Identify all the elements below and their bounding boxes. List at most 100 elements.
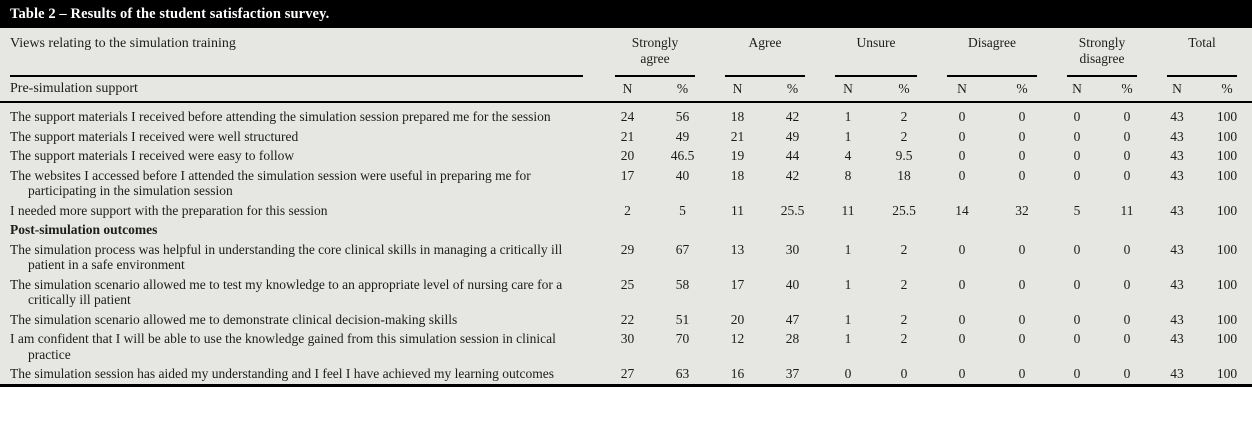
value-cell [932,220,992,240]
value-cell: 0 [1073,128,1081,144]
value-cell: 0 [958,109,966,124]
table-row: The simulation session has aided my unde… [0,364,1252,384]
value-cell: 43 [1170,148,1184,163]
col-header-n: N [820,77,877,103]
value-cell: 0 [1018,331,1026,346]
value-cell: 63 [675,366,690,381]
value-cell: 37 [785,366,800,381]
col-header-n: N [710,77,765,103]
value-cell: 11 [731,202,744,218]
value-cell [710,220,765,240]
value-cell [992,220,1052,240]
question-column-label: Views relating to the simulation trainin… [10,36,236,51]
value-cell: 43 [1170,128,1184,144]
value-cell: 2 [900,241,908,257]
value-cell: 11 [1120,202,1134,218]
question-cell: The support materials I received were we… [0,127,600,147]
value-cell: 21 [620,128,635,144]
value-cell: 0 [1018,241,1026,257]
group-header-strongly-agree: Strongly agree [600,28,710,77]
value-cell: 1 [844,109,852,124]
results-table-container: Table 2 – Results of the student satisfa… [0,0,1252,387]
value-cell: 12 [730,331,745,346]
value-cell: 49 [785,128,800,144]
value-cell: 43 [1170,276,1184,292]
value-cell: 58 [675,276,690,292]
value-cell: 0 [1123,331,1131,346]
value-cell [876,220,932,240]
col-header-pct: % [765,77,821,103]
value-cell: 100 [1216,109,1238,124]
value-cell: 0 [1123,148,1131,163]
value-cell: 16 [730,366,745,381]
value-cell: 9.5 [895,148,913,163]
section-header-pre-simulation: Pre-simulation support [0,77,600,103]
value-cell [765,220,820,240]
value-cell: 2 [900,331,908,346]
value-cell: 5 [1073,202,1081,218]
value-cell: 1 [844,128,852,144]
value-cell: 20 [730,311,745,327]
value-cell: 30 [785,241,800,257]
value-cell: 0 [958,276,966,292]
col-header-pct: % [992,77,1053,103]
value-cell: 0 [1073,167,1081,183]
value-cell: 0 [1123,276,1131,292]
value-cell [1102,220,1152,240]
value-cell: 0 [958,366,966,381]
value-cell: 0 [1018,128,1026,144]
value-cell: 43 [1170,311,1184,327]
group-label: Strongly disagree [1078,35,1126,66]
group-underline [1067,75,1138,77]
value-cell: 42 [785,167,800,183]
group-header-total: Total [1152,28,1252,77]
group-header-strongly-disagree: Strongly disagree [1052,28,1152,77]
col-header-pct: % [1102,77,1153,103]
col-header-n: N [1152,77,1203,103]
section-row: Post-simulation outcomes [0,220,1252,240]
value-cell: 2 [900,109,908,124]
value-cell: 100 [1216,167,1238,183]
col-header-n: N [932,77,993,103]
value-cell: 0 [958,167,966,183]
value-cell: 70 [675,331,690,346]
value-cell: 0 [1073,276,1081,292]
table-row: The websites I accessed before I attende… [0,166,1252,201]
col-header-n: N [1052,77,1103,103]
value-cell: 0 [900,366,908,381]
value-cell: 17 [730,276,745,292]
group-underline [615,75,695,77]
value-cell: 27 [620,366,635,381]
value-cell: 51 [675,311,690,327]
value-cell: 28 [785,331,800,346]
value-cell: 100 [1216,311,1238,327]
value-cell: 0 [1073,366,1081,381]
table-row: The support materials I received were ea… [0,146,1252,166]
value-cell: 43 [1170,366,1184,381]
question-column-header: Views relating to the simulation trainin… [0,28,600,77]
question-cell: Post-simulation outcomes [0,220,600,240]
results-table: Views relating to the simulation trainin… [0,28,1252,384]
value-cell: 0 [958,128,966,144]
value-cell: 0 [1123,241,1131,257]
value-cell: 100 [1216,128,1238,144]
question-text: The support materials I received were we… [10,128,299,144]
question-cell: I am confident that I will be able to us… [0,329,600,364]
group-header-agree: Agree [710,28,820,77]
value-cell [820,220,876,240]
group-label: Disagree [968,35,1017,50]
table-row: The simulation scenario allowed me to te… [0,275,1252,310]
value-cell: 44 [785,148,800,163]
value-cell: 0 [958,148,966,163]
question-text: The support materials I received were ea… [10,148,295,163]
value-cell: 24 [620,109,635,124]
value-cell: 0 [1018,167,1026,183]
value-cell [1202,220,1252,240]
value-cell: 43 [1170,109,1184,124]
group-underline [835,75,918,77]
value-cell: 1 [844,276,852,292]
value-cell: 19 [730,148,745,163]
value-cell: 30 [620,331,635,346]
table-header: Views relating to the simulation trainin… [0,28,1252,103]
value-cell: 0 [958,241,966,257]
